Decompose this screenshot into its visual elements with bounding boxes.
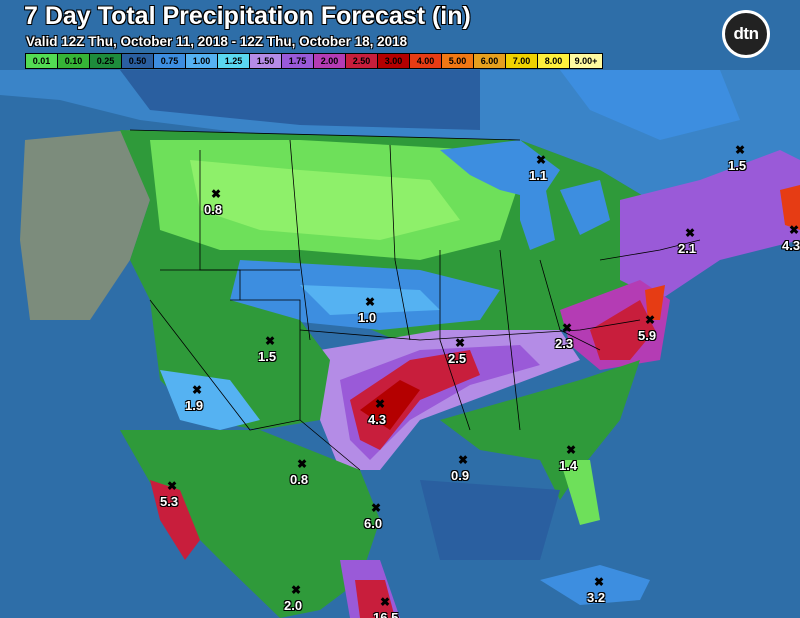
point-x-icon: ✖ — [594, 575, 605, 589]
dtn-logo: dtn — [722, 10, 770, 58]
point-x-icon: ✖ — [566, 443, 577, 457]
southeast-green — [440, 360, 640, 500]
point-x-icon: ✖ — [211, 187, 222, 201]
legend-cell: 5.00 — [442, 54, 474, 68]
point-value: 2.1 — [678, 241, 697, 256]
point-value: 1.5 — [728, 158, 747, 173]
mexico-green — [120, 430, 380, 618]
point-value: 0.8 — [290, 472, 309, 487]
point-x-icon: ✖ — [536, 153, 547, 167]
point-x-icon: ✖ — [735, 143, 746, 157]
legend-cell: 6.00 — [474, 54, 506, 68]
point-x-icon: ✖ — [291, 583, 302, 597]
baja-red — [150, 480, 200, 560]
legend-cell: 2.00 — [314, 54, 346, 68]
point-x-icon: ✖ — [375, 397, 386, 411]
legend-cell: 1.00 — [186, 54, 218, 68]
nova-scotia-red — [780, 185, 800, 230]
point-value: 1.9 — [185, 398, 204, 413]
point-value: 1.4 — [559, 458, 578, 473]
point-value: 16.5 — [373, 610, 399, 618]
point-value: 6.0 — [364, 516, 383, 531]
gulf-of-mexico — [420, 480, 560, 560]
northeast-purple — [620, 150, 800, 300]
point-value: 1.0 — [358, 310, 377, 325]
lake-superior — [440, 140, 560, 200]
carolinas-red — [590, 300, 655, 360]
kansas-light-blue — [300, 285, 440, 315]
point-x-icon: ✖ — [645, 313, 656, 327]
legend-cell: 4.00 — [410, 54, 442, 68]
point-value: 0.9 — [451, 468, 470, 483]
cuba-area — [540, 565, 650, 605]
point-value: 0.8 — [204, 202, 223, 217]
point-x-icon: ✖ — [789, 223, 800, 237]
florida-light — [560, 460, 600, 525]
point-x-icon: ✖ — [192, 383, 203, 397]
legend-cell: 1.50 — [250, 54, 282, 68]
point-x-icon: ✖ — [297, 457, 308, 471]
legend-cell: 7.00 — [506, 54, 538, 68]
point-x-icon: ✖ — [167, 479, 178, 493]
valid-period: Valid 12Z Thu, October 11, 2018 - 12Z Th… — [26, 34, 408, 49]
point-x-icon: ✖ — [365, 295, 376, 309]
legend: 0.01 0.10 0.25 0.50 0.75 1.00 1.25 1.50 1.75 2.00… — [25, 53, 603, 69]
point-x-icon: ✖ — [380, 595, 391, 609]
point-x-icon: ✖ — [685, 226, 696, 240]
point-value: 2.0 — [284, 598, 303, 613]
legend-cell: 0.25 — [90, 54, 122, 68]
legend-cell: 0.01 — [26, 54, 58, 68]
point-value: 1.5 — [258, 349, 277, 364]
canada-dark-band — [120, 70, 480, 130]
legend-cell: 8.00 — [538, 54, 570, 68]
point-value: 5.9 — [638, 328, 657, 343]
point-value: 2.3 — [555, 336, 574, 351]
legend-cell: 0.10 — [58, 54, 90, 68]
point-value: 4.3 — [368, 412, 387, 427]
map-title: 7 Day Total Precipitation Forecast (in) — [24, 2, 471, 30]
point-value: 3.2 — [587, 590, 606, 605]
point-x-icon: ✖ — [265, 334, 276, 348]
west-coast-dry — [20, 130, 150, 320]
logo-text: dtn — [733, 24, 759, 43]
texas-dark-red — [360, 380, 420, 430]
legend-cell: 1.75 — [282, 54, 314, 68]
arizona-blue — [160, 370, 260, 430]
lake-huron — [560, 180, 610, 235]
legend-cell: 1.25 — [218, 54, 250, 68]
point-value: 4.3 — [782, 238, 800, 253]
lake-michigan — [520, 185, 555, 250]
point-value: 1.1 — [529, 168, 548, 183]
legend-cell: 9.00+ — [570, 54, 602, 68]
point-x-icon: ✖ — [562, 321, 573, 335]
legend-cell: 0.75 — [154, 54, 186, 68]
legend-cell: 3.00 — [378, 54, 410, 68]
dakotas-light — [190, 160, 460, 240]
point-x-icon: ✖ — [458, 453, 469, 467]
legend-cell: 0.50 — [122, 54, 154, 68]
state-borders — [129, 129, 701, 471]
legend-cell: 2.50 — [346, 54, 378, 68]
point-value: 2.5 — [448, 351, 467, 366]
point-x-icon: ✖ — [371, 501, 382, 515]
point-value: 5.3 — [160, 494, 179, 509]
quebec-region — [560, 70, 740, 140]
point-x-icon: ✖ — [455, 336, 466, 350]
mexico-south-red — [355, 580, 395, 618]
delmarva-orange — [645, 285, 665, 320]
